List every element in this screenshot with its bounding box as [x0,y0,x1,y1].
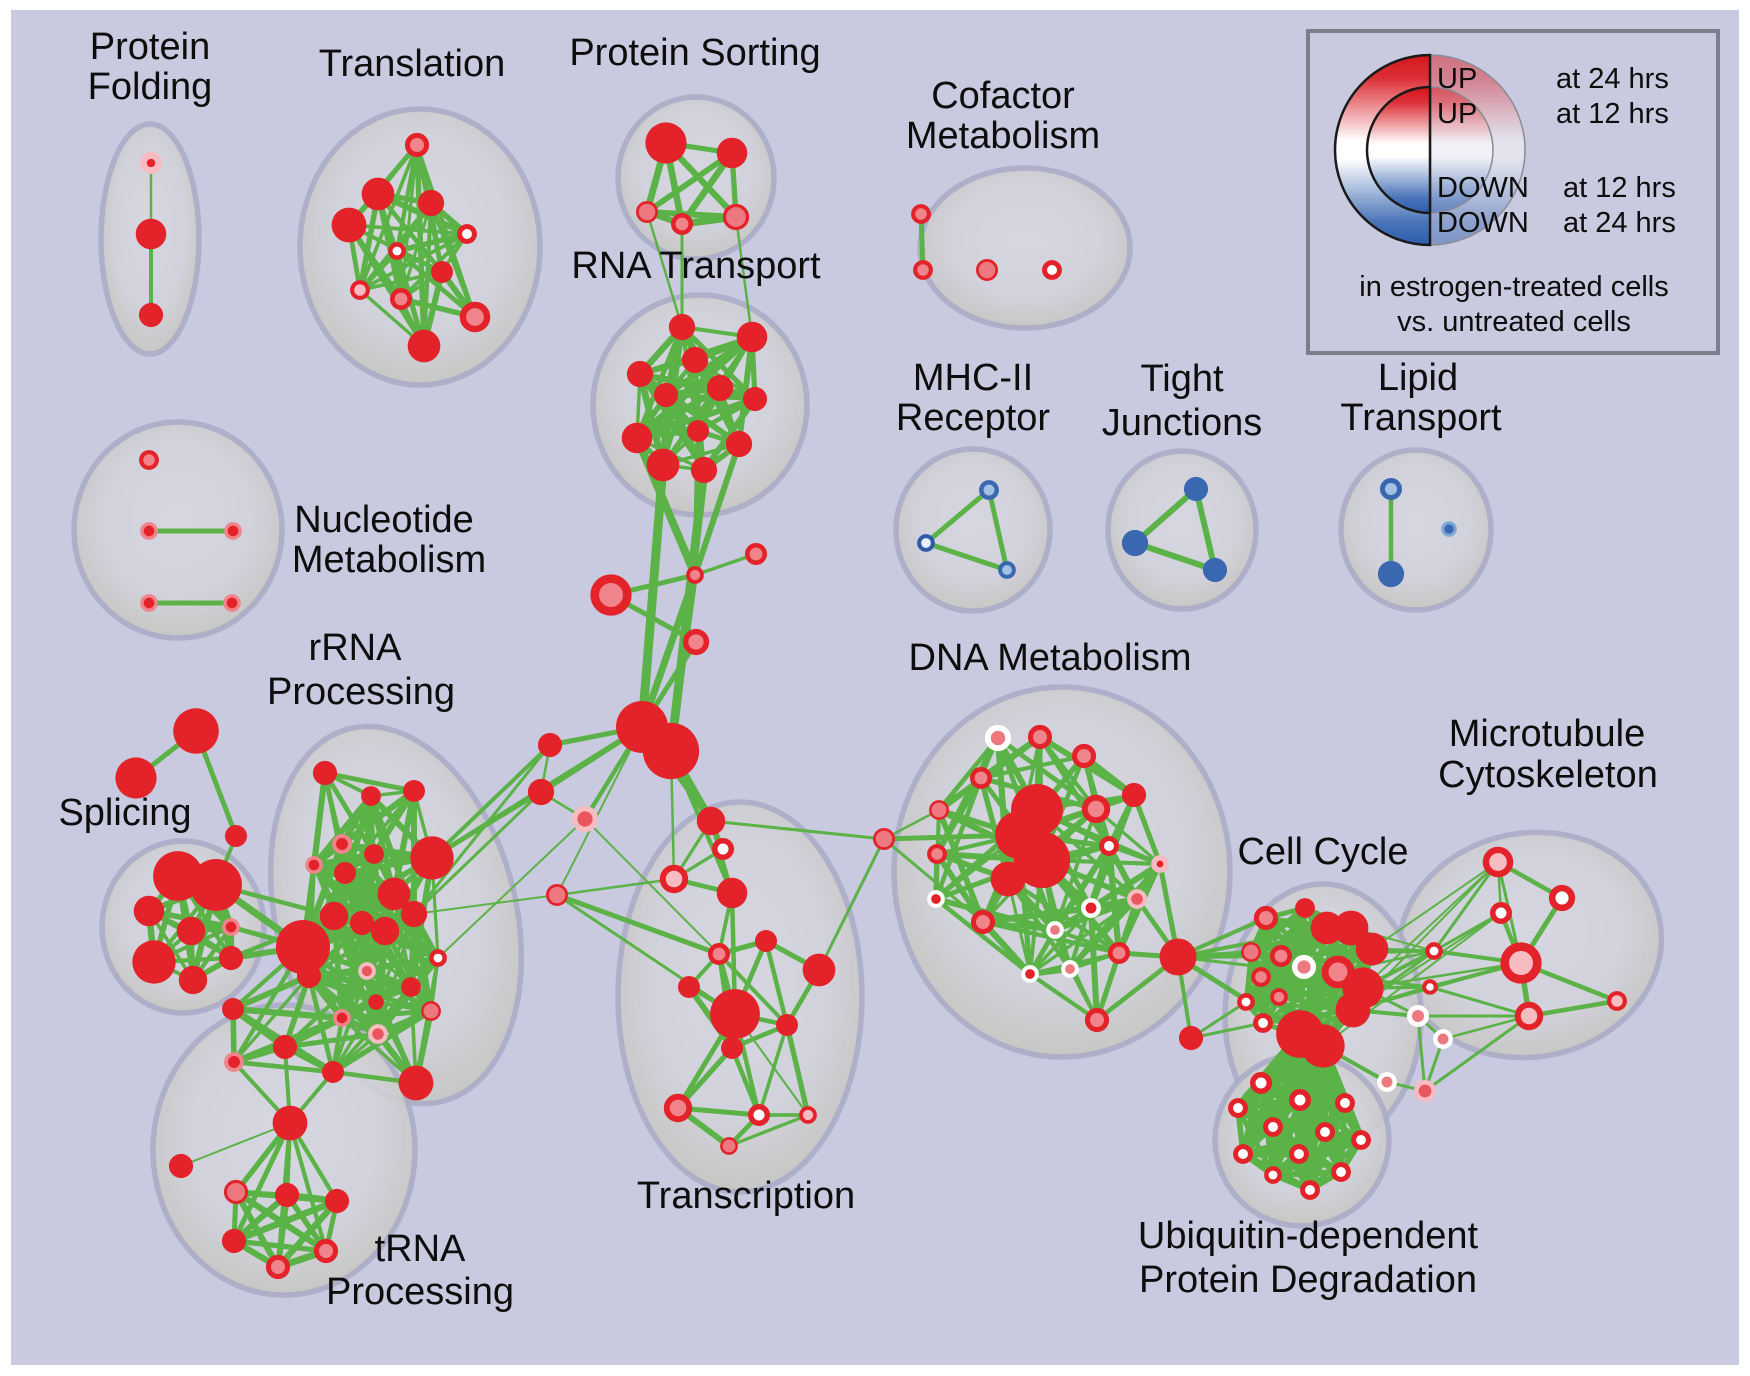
svg-text:Cell Cycle: Cell Cycle [1237,831,1408,873]
svg-text:UP: UP [1437,63,1477,95]
svg-text:Protein Degradation: Protein Degradation [1139,1259,1477,1301]
svg-text:Metabolism: Metabolism [906,115,1100,157]
svg-text:DOWN: DOWN [1437,207,1529,239]
svg-text:UP: UP [1437,98,1477,130]
svg-text:Cofactor: Cofactor [931,75,1075,117]
svg-text:RNA Transport: RNA Transport [571,245,821,287]
svg-text:in estrogen-treated cells: in estrogen-treated cells [1359,271,1669,303]
svg-text:at 24 hrs: at 24 hrs [1556,63,1669,95]
svg-text:Tight: Tight [1140,358,1224,400]
svg-text:Ubiquitin-dependent: Ubiquitin-dependent [1138,1215,1479,1257]
svg-text:vs. untreated cells: vs. untreated cells [1397,306,1631,338]
svg-text:at 12 hrs: at 12 hrs [1556,98,1669,130]
svg-text:Metabolism: Metabolism [292,539,486,581]
svg-text:Microtubule: Microtubule [1449,713,1645,755]
svg-text:Receptor: Receptor [896,397,1051,439]
svg-text:Nucleotide: Nucleotide [294,499,474,541]
svg-text:Transport: Transport [1340,397,1502,439]
svg-text:MHC-II: MHC-II [913,357,1033,399]
svg-text:Protein Sorting: Protein Sorting [569,32,820,74]
svg-text:Processing: Processing [326,1271,514,1313]
svg-text:at 24 hrs: at 24 hrs [1563,207,1676,239]
svg-text:Splicing: Splicing [58,792,191,834]
svg-text:Cytoskeleton: Cytoskeleton [1438,754,1658,796]
svg-text:Folding: Folding [88,66,213,108]
svg-text:DNA Metabolism: DNA Metabolism [909,637,1192,679]
svg-text:DOWN: DOWN [1437,172,1529,204]
svg-text:at 12 hrs: at 12 hrs [1563,172,1676,204]
svg-text:Transcription: Transcription [637,1175,855,1217]
svg-text:rRNA: rRNA [309,627,403,669]
svg-text:Processing: Processing [267,671,455,713]
svg-text:Junctions: Junctions [1102,402,1263,444]
svg-text:tRNA: tRNA [375,1228,466,1270]
svg-text:Protein: Protein [90,26,210,68]
svg-text:Lipid: Lipid [1378,357,1458,399]
svg-text:Translation: Translation [319,43,506,85]
